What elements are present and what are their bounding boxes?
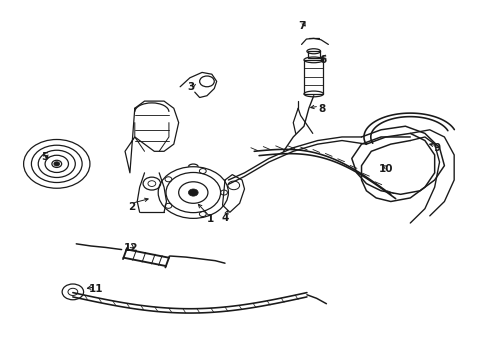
Bar (304, 60, 323, 94)
Text: 12: 12 (124, 243, 138, 253)
Bar (307, 51, 319, 58)
Text: 11: 11 (88, 284, 103, 294)
Text: 8: 8 (317, 104, 325, 114)
Text: 4: 4 (221, 213, 228, 222)
Text: 6: 6 (318, 55, 325, 65)
Text: 3: 3 (187, 82, 194, 92)
Text: 10: 10 (378, 164, 392, 174)
Circle shape (188, 189, 198, 196)
Text: 9: 9 (433, 143, 440, 153)
Text: 7: 7 (298, 21, 305, 31)
Text: 1: 1 (206, 215, 214, 224)
Text: 2: 2 (127, 202, 135, 212)
Text: 5: 5 (41, 152, 48, 162)
Circle shape (54, 162, 60, 166)
